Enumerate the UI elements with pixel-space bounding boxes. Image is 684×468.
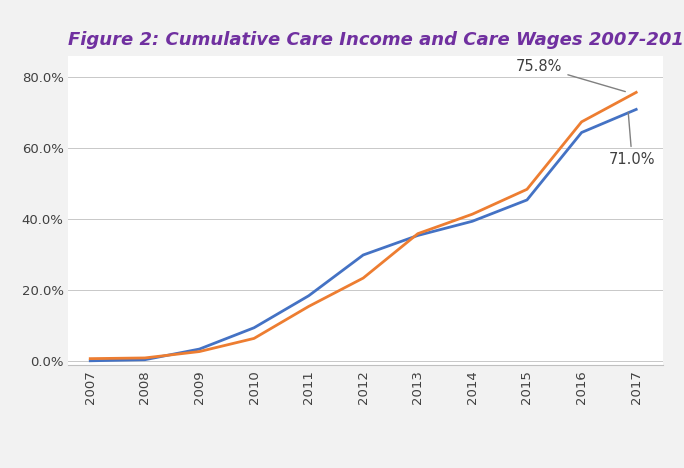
Care income bbox=[86, 358, 94, 364]
Care income bbox=[523, 197, 531, 203]
Care income bbox=[632, 107, 640, 112]
Text: 71.0%: 71.0% bbox=[609, 112, 655, 167]
Care income bbox=[304, 293, 313, 299]
Care Wages bbox=[469, 212, 477, 217]
Care income bbox=[196, 346, 204, 352]
Care Wages bbox=[523, 186, 531, 192]
Care income bbox=[141, 357, 149, 363]
Line: Care income: Care income bbox=[90, 110, 636, 361]
Care Wages bbox=[577, 119, 586, 124]
Care Wages bbox=[141, 355, 149, 361]
Text: 75.8%: 75.8% bbox=[516, 59, 625, 92]
Care Wages bbox=[86, 356, 94, 361]
Care Wages bbox=[414, 231, 422, 236]
Care Wages bbox=[359, 275, 367, 281]
Text: Figure 2: Cumulative Care Income and Care Wages 2007-2017: Figure 2: Cumulative Care Income and Car… bbox=[68, 31, 684, 49]
Care income bbox=[577, 130, 586, 135]
Care income bbox=[414, 233, 422, 238]
Care Wages bbox=[304, 304, 313, 309]
Care Wages bbox=[196, 349, 204, 354]
Care income bbox=[250, 325, 258, 330]
Line: Care Wages: Care Wages bbox=[90, 92, 636, 358]
Care Wages bbox=[632, 89, 640, 95]
Care Wages bbox=[250, 336, 258, 341]
Care income bbox=[359, 252, 367, 258]
Care income bbox=[469, 219, 477, 224]
